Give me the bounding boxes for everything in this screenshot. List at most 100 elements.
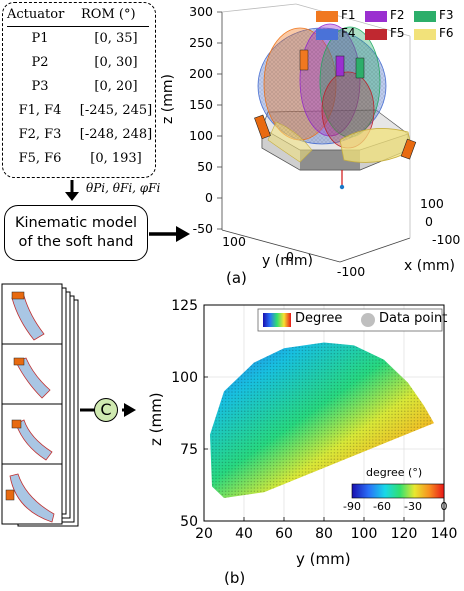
panel-b-legend [257,308,443,332]
rom-table: Actuator ROM (°) P1 [0, 35] P2 [0, 30] P3 [0,… [2,2,156,178]
z-tick-label: 150 [189,97,213,112]
legend-label-f6: F6 [439,26,454,40]
x-tick-label: -100 [432,232,460,247]
table-cell-rom: [0, 20] [94,79,138,94]
table-header-rom: ROM (°) [81,7,136,22]
colorbar-tick-label: -30 [404,500,422,513]
y-tick-label: 75 [180,442,198,458]
legend-swatch-f2 [365,11,387,22]
z-tick-label: 200 [189,66,213,81]
y-tick-label: -100 [337,264,365,279]
finger-pose-1 [11,291,45,341]
finger-pose-2 [13,357,51,399]
y-tick-label: 100 [171,370,198,386]
actuator-block-top3 [355,57,365,79]
table-cell-actuator: P1 [31,31,49,46]
table-header-actuator: Actuator [7,7,65,22]
kinematic-line2: of the soft hand [18,234,134,250]
legend-swatch-f3 [414,11,436,22]
legend-datapoint-swatch [361,313,375,327]
actuator-block-right [400,138,417,160]
legend-swatch-f6 [414,29,436,40]
actuator-block-top1 [299,49,309,71]
z-tick-label: 100 [189,128,213,143]
table-cell-rom: [-245, 245] [79,103,153,118]
finger-pose-stack [1,283,79,527]
table-cell-actuator: F1, F4 [18,103,62,118]
legend-swatch-f5 [365,29,387,40]
y-tick-label: 100 [222,234,246,249]
panel-b-xlabel: y (mm) [296,550,351,568]
x-tick-label: 60 [275,526,293,542]
data-points-overlay [210,342,434,498]
z-tick-label: 50 [197,159,213,174]
x-tick-label: 20 [195,526,213,542]
legend-datapoint-label: Data point [379,311,448,326]
table-cell-actuator: F5, F6 [18,151,62,166]
table-cell-rom: [0, 193] [90,151,142,166]
x-tick-label: 0 [425,214,433,229]
z-tick-marks [217,11,222,230]
concat-letter: C [100,400,112,419]
mesh-overlay [258,28,386,144]
legend-degree-label: Degree [295,311,343,326]
x-tick-label: 140 [431,526,458,542]
table-cell-actuator: P3 [31,79,49,94]
panel-b-ylabel: z (mm) [147,392,165,446]
colorbar-title: degree (°) [366,466,423,479]
tick-labels: 20 40 60 80 100 120 140 50 75 100 125 [171,298,457,542]
x-tick-label: 40 [235,526,253,542]
y-tick-label: 50 [180,514,198,530]
down-arrow-icon [65,192,79,201]
panel-a-legend: F1 F2 F3 F4 F5 F6 [316,8,464,44]
finger-pose-4 [5,473,55,523]
z-tick-label: 0 [205,190,213,205]
table-cell-rom: [-248, 248] [79,127,153,142]
colorbar-tick-label: -60 [373,500,391,513]
colorbar-tick-label: 0 [440,500,448,513]
z-tick-label: 250 [189,35,213,50]
y-tick-label: 125 [171,298,198,314]
table-cell-rom: [0, 30] [94,55,138,70]
panel-a-label: (a) [226,269,247,287]
table-cell-actuator: P2 [31,55,49,70]
actuator-block-left [254,114,271,140]
concat-symbol: C [94,398,118,422]
panel-a-x-label: x (mm) [404,258,455,274]
finger-pose-3 [11,419,53,461]
right-arrow-icon-b [124,403,136,417]
x-tick-label: 120 [391,526,418,542]
legend-degree-swatch [263,313,291,327]
legend-label-f2: F2 [390,8,405,22]
z-tick-label: -50 [193,221,213,236]
x-tick-label: 100 [351,526,378,542]
colorbar [351,483,445,499]
kinematic-model-box: Kinematic model of the soft hand [4,205,148,261]
legend-label-f3: F3 [439,8,454,22]
kinematic-line1: Kinematic model [14,215,138,231]
arrow-label: θPi, θFi, φFi [86,181,161,195]
x-tick-label: 80 [315,526,333,542]
panel-b-label: (b) [224,569,246,587]
y-tick-label: 0 [286,249,294,264]
x-tick-label: 100 [420,196,444,211]
panel-a-tick-labels: 300 250 200 150 100 50 0 -50 100 0 -100 100 0 -100 [189,4,460,279]
legend-label-f1: F1 [341,8,356,22]
finger-workspaces [257,23,413,163]
table-cell-actuator: F2, F3 [18,127,62,142]
table-header-rule [7,26,149,27]
actuator-blocks [254,49,417,160]
right-arrow-icon [176,226,190,242]
legend-label-f4: F4 [341,26,356,40]
legend-swatch-f1 [316,11,338,22]
z-tick-label: 300 [189,4,213,19]
colorbar-tick-label: -90 [343,500,361,513]
panel-a-plot: 300 250 200 150 100 50 0 -50 100 0 -100 100 0 -100 [189,3,460,279]
legend-swatch-f4 [316,29,338,40]
table-cell-rom: [0, 35] [94,31,138,46]
axes-frame [221,3,411,263]
wrist-point [339,184,345,190]
legend-label-f5: F5 [390,26,405,40]
panel-a-y-label: y (mm) [262,253,313,269]
